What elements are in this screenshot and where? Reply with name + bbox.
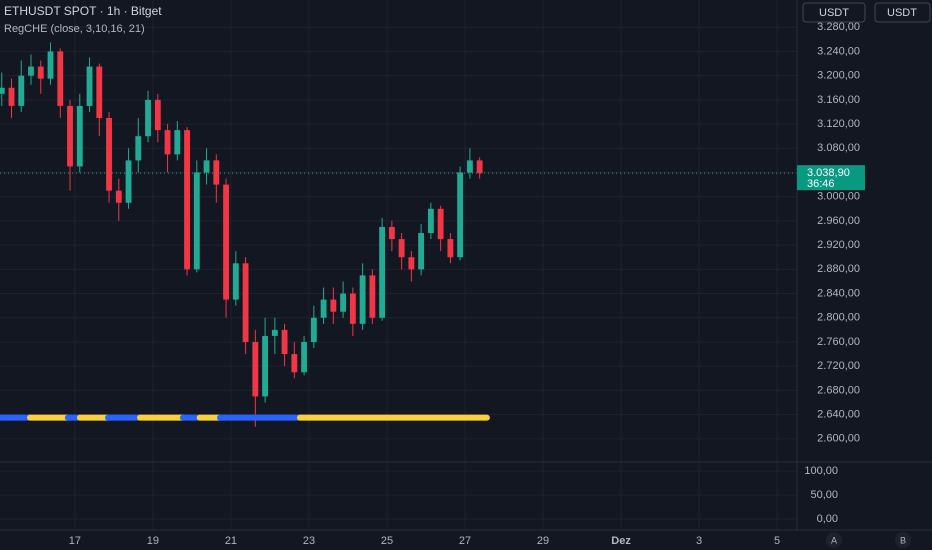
candle-body xyxy=(408,257,415,270)
candle-body xyxy=(291,354,298,373)
x-tick-label: 23 xyxy=(303,535,315,547)
last-price-box xyxy=(797,165,865,191)
footer-button-label[interactable]: B xyxy=(900,535,906,545)
x-tick-label: 27 xyxy=(459,535,471,547)
candle-body xyxy=(457,172,464,258)
candle-body xyxy=(213,160,220,185)
candle-body xyxy=(203,160,210,173)
candle-body xyxy=(125,160,132,203)
candle-body xyxy=(310,317,317,342)
y-tick-label: 2.920,00 xyxy=(817,239,860,251)
candle-body xyxy=(379,226,386,318)
y-tick-label: 3.000,00 xyxy=(817,191,860,203)
candle-body xyxy=(174,130,181,155)
candle-body xyxy=(476,160,483,174)
candle-body xyxy=(106,118,112,191)
candle-body xyxy=(301,341,308,373)
candle-body xyxy=(154,99,161,131)
candle-body xyxy=(18,75,25,106)
footer-button-label[interactable]: A xyxy=(831,535,837,545)
y-tick-label: 100,00 xyxy=(804,465,838,477)
y-tick-label: 2.720,00 xyxy=(817,360,860,372)
candle-body xyxy=(184,130,190,270)
candle-body xyxy=(8,87,15,106)
candle-body xyxy=(398,239,405,258)
currency-button[interactable] xyxy=(802,2,866,23)
candle-body xyxy=(271,329,278,336)
currency-button-label[interactable]: USDT xyxy=(887,7,917,19)
y-tick-label: 0,00 xyxy=(817,513,838,525)
candle-body xyxy=(262,335,269,397)
currency-button[interactable] xyxy=(874,2,931,23)
candle-body xyxy=(223,184,229,300)
candle-body xyxy=(67,105,73,167)
candle-body xyxy=(466,160,473,173)
y-tick-label: 3.240,00 xyxy=(817,45,860,57)
indicator-name: RegCHE (close, 3,10,16, 21) xyxy=(4,23,145,35)
candle-body xyxy=(193,172,200,270)
y-tick-label: 2.640,00 xyxy=(817,409,860,421)
y-tick-label: 2.840,00 xyxy=(817,287,860,299)
y-tick-label: 3.080,00 xyxy=(817,142,860,154)
y-tick-label: 2.680,00 xyxy=(817,384,860,396)
candle-body xyxy=(320,299,327,318)
candle-body xyxy=(330,299,337,312)
x-tick-label: 3 xyxy=(696,535,702,547)
candle-body xyxy=(164,130,171,155)
candle-body xyxy=(369,275,376,318)
footer-button[interactable] xyxy=(826,532,842,548)
x-tick-label: 5 xyxy=(774,535,780,547)
candle-body xyxy=(0,87,5,94)
footer-button[interactable] xyxy=(895,532,911,548)
x-tick-label: 29 xyxy=(537,535,549,547)
countdown: 36:46 xyxy=(807,178,835,190)
candle-body xyxy=(359,275,366,324)
candle-body xyxy=(76,105,83,167)
candle-body xyxy=(388,226,395,240)
y-tick-label: 3.160,00 xyxy=(817,94,860,106)
symbol-title: ETHUSDT SPOT · 1h · Bitget xyxy=(4,4,162,18)
candle-body xyxy=(96,66,103,119)
y-tick-label: 2.800,00 xyxy=(817,312,860,324)
candle-body xyxy=(418,233,425,270)
candle-body xyxy=(135,136,142,161)
y-tick-label: 2.760,00 xyxy=(817,336,860,348)
x-tick-label: 17 xyxy=(69,535,81,547)
x-tick-label: 25 xyxy=(381,535,393,547)
candle-body xyxy=(437,208,444,240)
candle-body xyxy=(281,329,288,355)
candle-body xyxy=(145,99,151,137)
candle-body xyxy=(28,66,34,76)
y-tick-label: 2.880,00 xyxy=(817,263,860,275)
marks xyxy=(0,42,797,427)
candle-body xyxy=(447,239,454,258)
grid xyxy=(0,0,797,530)
y-tick-label: 50,00 xyxy=(810,489,838,501)
y-tick-label: 3.200,00 xyxy=(817,70,860,82)
candle-body xyxy=(47,51,54,79)
candle-body xyxy=(232,263,239,300)
x-tick-label: Dez xyxy=(611,535,631,547)
y-tick-label: 2.960,00 xyxy=(817,215,860,227)
candle-body xyxy=(57,51,64,106)
y-tick-label: 3.120,00 xyxy=(817,118,860,130)
x-tick-label: 19 xyxy=(147,535,159,547)
y-tick-label: 3.280,00 xyxy=(817,21,860,33)
candle-body xyxy=(340,293,347,312)
y-tick-label: 2.600,00 xyxy=(817,433,860,445)
currency-button-label[interactable]: USDT xyxy=(819,7,849,19)
last-price-label: 3.038,90 xyxy=(807,167,850,179)
candle-body xyxy=(86,66,93,106)
candle-body xyxy=(252,341,259,397)
axes: 17 19 21 23 25 27 29 Dez 3 5 2.600,00 2.640,00 2.680… xyxy=(69,21,865,547)
candle-body xyxy=(37,66,44,79)
candle-body xyxy=(349,293,356,324)
candle-body xyxy=(115,190,122,203)
candle-body xyxy=(427,208,434,234)
candle-body xyxy=(242,263,249,342)
x-tick-label: 21 xyxy=(225,535,237,547)
